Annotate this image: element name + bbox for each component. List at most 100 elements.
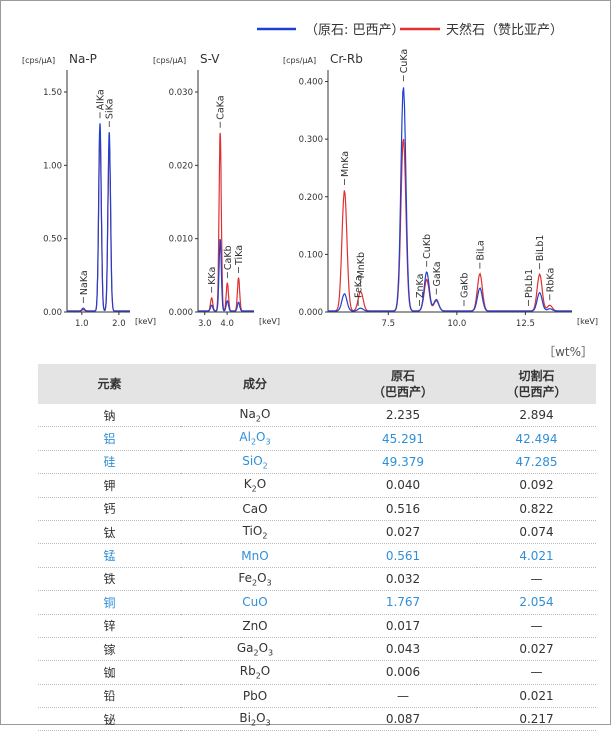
y-unit-label: [cps/μA] [283,56,316,65]
peak-label: AlKa [95,89,106,119]
header-element: 元素 [97,377,122,391]
y-tick-label: 0.400 [299,78,323,88]
table-row: 钛 TiO2 0.027 0.074 [38,520,596,545]
table-row: 锰 MnO 0.561 4.021 [38,543,596,568]
cut-value-cell: 0.074 [477,520,596,545]
y-tick-label: 0.000 [169,308,193,318]
peak-label: CuKb [422,234,433,267]
table-row: 钙 CaO 0.516 0.822 [38,497,596,521]
component-cell: Bi2O3 [181,707,329,731]
rough-value-cell: 0.561 [329,543,477,568]
element-cell: 铜 [38,590,181,615]
peak-label-text: KKa [207,267,218,285]
cut-value-cell: — [477,567,596,592]
peak-label: MnKa [340,151,351,185]
peak-label-text: MnKb [356,252,367,278]
element-cell: 铁 [38,567,181,592]
peak-label-text: CaKa [216,95,227,119]
cut-value-cell: 0.217 [477,707,596,731]
component-cell: TiO2 [181,520,329,545]
cut-value-cell: — [477,614,596,638]
y-tick-label: 0.50 [43,235,62,245]
x-unit-label: [keV] [577,317,598,326]
table-header-row: 元素 成分 原石 （巴西产） 切割石 （巴西产） [38,364,596,404]
y-unit-label: [cps/μA] [22,56,55,65]
rough-value-cell: 0.040 [329,473,477,498]
cut-value-cell: 47.285 [477,450,596,475]
y-tick-label: 0.300 [299,135,323,145]
peak-label: BiLa [475,240,486,269]
cut-value-cell: — [477,660,596,685]
header-line: （巴西产） [506,385,567,399]
rough-value-cell: 0.516 [329,497,477,521]
cut-value-cell: 0.092 [477,473,596,498]
rough-value-cell: 0.032 [329,567,477,592]
table-row: 硅 SiO2 49.379 47.285 [38,450,596,475]
component-cell: Fe2O3 [181,567,329,592]
peak-label: BiLb1 [535,235,546,270]
rough-value-cell: 1.767 [329,590,477,615]
table-row: 铷 Rb2O 0.006— [38,660,596,685]
legend-label-brazil: （原石: 巴西产） [305,23,405,38]
table-row: 铋 Bi2O3 0.087 0.217 [38,707,596,731]
y-unit-label: [cps/μA] [153,56,186,65]
peak-label: CaKa [216,95,227,128]
chart-s-v: [cps/μA] S-V 0.000 0.010 0.020 0.030 3.0 4.0 [ke… [153,52,280,329]
y-tick-label: 0.030 [169,88,193,98]
element-cell: 硅 [38,450,181,475]
y-tick-label: 0.00 [43,308,62,318]
header-cut-stone: 切割石 （巴西产） [477,364,596,404]
element-cell: 铋 [38,707,181,731]
peak-label: FeKa [354,275,365,306]
y-tick-label: 1.50 [43,88,62,98]
chart-title: Cr-Rb [330,52,363,66]
x-unit-label: [keV] [135,317,156,326]
peak-label: NaKa [79,270,90,304]
y-tick-label: 0.010 [169,235,193,245]
peak-label-text: CuKb [422,234,433,259]
peak-label-text: ZnKa [415,274,426,298]
peak-label: SiKa [105,99,116,128]
cut-value-cell: 42.494 [477,426,596,451]
unit-note: ［wt%］ [543,345,593,359]
composition-table: 元素 成分 原石 （巴西产） 切割石 （巴西产） 钠 Na2O 2.235 2.894 铝 A… [38,364,596,731]
peak-label: GaKa [432,261,443,295]
component-cell: ZnO [181,614,329,638]
legend-label-zambia: 天然石（赞比亚产） [446,22,563,38]
table-row: 铜 CuO 1.767 2.054 [38,590,596,615]
cut-value-cell: 2.894 [477,404,596,428]
spectrum-line-blue [67,123,130,312]
cut-value-cell: 0.021 [477,684,596,709]
component-cell: SiO2 [181,450,329,475]
xrf-spectra-charts: （原石: 巴西产） 天然石（赞比亚产） [cps/μA] Na-P 0.00 0.50… [22,22,598,329]
rough-value-cell: 0.043 [329,637,477,662]
peak-label-text: BiLa [475,240,486,260]
chart-na-p: [cps/μA] Na-P 0.00 0.50 1.00 1.50 1.0 2.0 [keV] N… [22,52,156,329]
table-body: 钠 Na2O 2.235 2.894 铝 Al2O3 45.291 42.494 硅 SiO2 49… [38,404,596,731]
table-row: 锌 ZnO 0.017— [38,614,596,638]
component-cell: PbO [181,684,329,709]
component-cell: Al2O3 [181,426,329,451]
y-tick-label: 0.200 [299,193,323,203]
header-line: 原石 [390,369,415,383]
element-cell: 锰 [38,543,181,568]
cut-value-cell: 4.021 [477,543,596,568]
element-cell: 铷 [38,660,181,685]
component-cell: Rb2O [181,660,329,685]
peak-label: RbKa [545,268,556,301]
element-cell: 铝 [38,426,181,451]
element-cell: 镓 [38,637,181,662]
y-tick-label: 0.020 [169,161,193,171]
rough-value-cell: 0.027 [329,520,477,545]
component-cell: Ga2O3 [181,637,329,662]
table-row: 铅 PbO —0.021 [38,684,596,709]
component-cell: CaO [181,497,329,521]
rough-value-cell: 0.017 [329,614,477,638]
table-row: 钾 K2O 0.040 0.092 [38,473,596,498]
y-tick-label: 0.000 [299,308,323,318]
x-tick-label: 7.5 [382,319,396,329]
chart-cr-rb: [cps/μA] Cr-Rb 0.000 0.100 0.200 0.300 0.400 7.… [283,49,598,329]
spectrum-line-blue [328,87,572,312]
cut-value-cell: 0.822 [477,497,596,521]
peak-label: TiKa [234,245,245,273]
